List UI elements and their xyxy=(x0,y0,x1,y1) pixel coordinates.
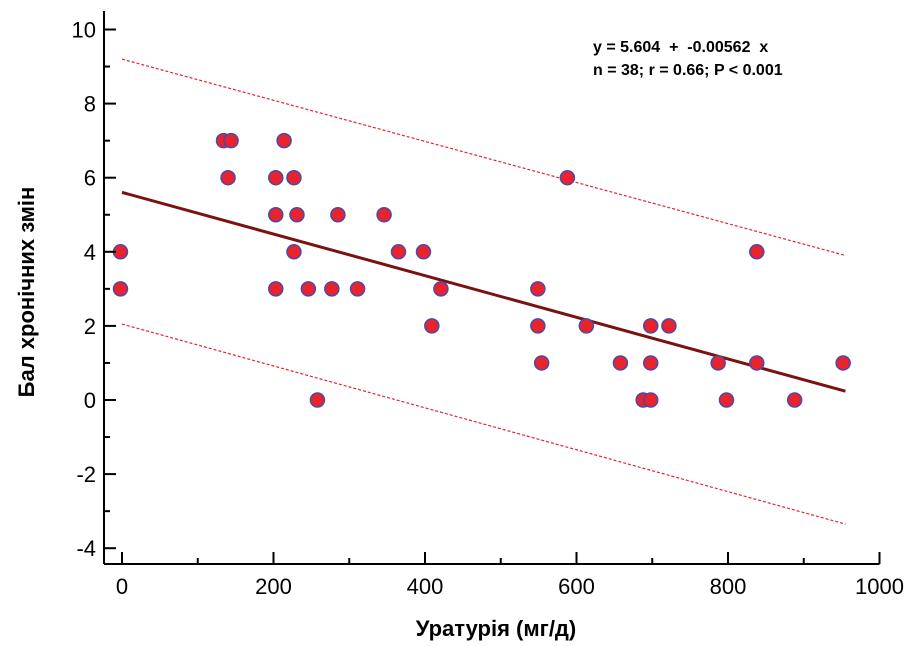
data-point xyxy=(220,169,236,186)
lower-band-line xyxy=(121,323,846,525)
regression-line xyxy=(121,190,846,393)
data-point xyxy=(309,392,326,408)
y-tick-label: 4 xyxy=(84,240,96,265)
data-point xyxy=(376,207,392,223)
data-points xyxy=(112,132,851,408)
data-point xyxy=(268,281,284,297)
data-point xyxy=(642,355,659,371)
data-point xyxy=(112,281,129,297)
data-point xyxy=(661,318,677,334)
data-point xyxy=(390,244,407,260)
data-point xyxy=(835,355,851,371)
data-point xyxy=(533,355,550,371)
x-tick-label: 600 xyxy=(558,574,595,599)
y-tick-label: 2 xyxy=(84,314,96,339)
axes: 0 200 400 600 800 1000 -4 -2 0 2 4 6 8 10 xyxy=(72,10,904,599)
data-point xyxy=(786,392,803,408)
data-point xyxy=(578,318,595,334)
regression-stats: n = 38; r = 0.66; P < 0.001 xyxy=(593,62,783,79)
data-point xyxy=(324,281,340,297)
data-point xyxy=(530,281,546,297)
x-tick-label: 0 xyxy=(116,574,128,599)
upper-band-line xyxy=(121,58,846,257)
data-point xyxy=(718,392,735,408)
y-tick-label: -4 xyxy=(76,536,96,561)
data-point xyxy=(642,392,659,408)
y-tick-label: 10 xyxy=(72,18,96,43)
data-point xyxy=(349,281,366,297)
data-point xyxy=(223,132,239,149)
y-tick-label: -2 xyxy=(76,462,96,487)
regression-equation: y = 5.604 + -0.00562 x xyxy=(593,39,768,56)
data-point xyxy=(424,318,440,334)
prediction-band xyxy=(121,58,846,525)
x-tick-label: 1000 xyxy=(855,574,904,599)
y-ticks: -4 -2 0 2 4 6 8 10 xyxy=(72,18,116,561)
data-point xyxy=(642,318,659,334)
data-point xyxy=(286,169,302,186)
data-point xyxy=(286,244,302,260)
x-tick-label: 200 xyxy=(255,574,292,599)
data-point xyxy=(433,281,449,297)
data-point xyxy=(268,169,284,186)
data-point xyxy=(276,132,292,149)
data-point xyxy=(559,169,576,186)
data-point xyxy=(749,244,765,260)
x-tick-label: 800 xyxy=(710,574,747,599)
data-point xyxy=(415,244,432,260)
data-point xyxy=(289,207,305,223)
x-ticks: 0 200 400 600 800 1000 xyxy=(116,552,904,599)
y-tick-label: 6 xyxy=(84,166,96,191)
data-point xyxy=(330,207,346,223)
data-point xyxy=(300,281,317,297)
y-tick-label: 0 xyxy=(84,388,96,413)
data-point xyxy=(749,355,765,371)
x-axis-title: Уратурія (мг/д) xyxy=(416,616,576,641)
data-point xyxy=(268,207,284,223)
data-point xyxy=(530,318,546,334)
data-point xyxy=(710,355,726,371)
data-point xyxy=(612,355,629,371)
x-tick-label: 400 xyxy=(407,574,444,599)
y-tick-label: 8 xyxy=(84,92,96,117)
y-axis-title: Бал хронічних змін xyxy=(14,187,39,398)
